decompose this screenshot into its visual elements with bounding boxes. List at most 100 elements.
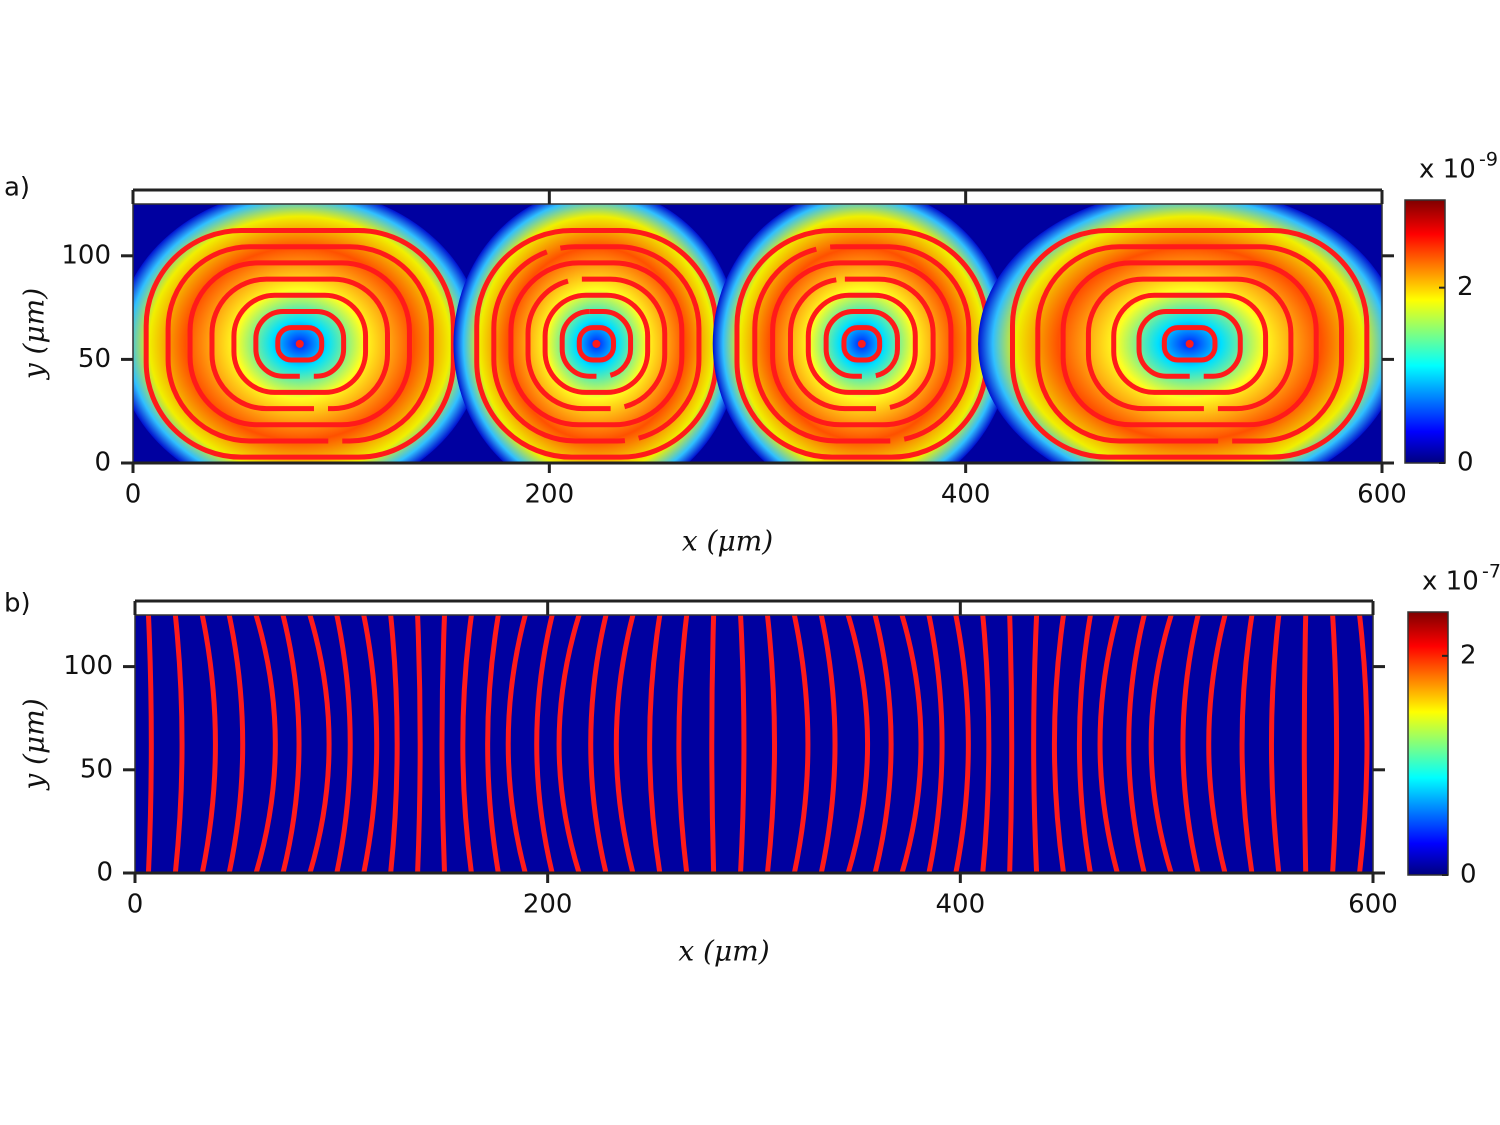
panel-label: b)	[4, 589, 31, 619]
streamline	[485, 615, 501, 873]
streamline	[841, 325, 883, 363]
streamline	[559, 308, 634, 379]
y-tick-label: 100	[61, 240, 111, 270]
y-axis-label: y (μm)	[18, 288, 51, 381]
streamline	[818, 615, 838, 873]
y-tick-label: 50	[78, 344, 111, 374]
x-tick-label: 0	[127, 890, 144, 920]
streamline	[143, 228, 456, 460]
streamline	[275, 325, 325, 363]
streamline	[556, 615, 582, 873]
colorbar-tick-label: 0	[1457, 448, 1474, 478]
streamline	[415, 615, 423, 873]
colorbar-tick-label: 0	[1460, 860, 1477, 890]
vortex-center	[857, 339, 866, 348]
streamline	[525, 276, 668, 412]
streamline	[231, 292, 369, 395]
x-tick-label: 600	[1357, 480, 1407, 510]
streamline	[491, 244, 702, 444]
streamline	[709, 615, 717, 873]
streamline	[953, 615, 971, 873]
streamline	[209, 276, 391, 412]
streamline	[187, 260, 412, 428]
y-tick-label: 50	[80, 754, 113, 784]
streamline	[613, 615, 636, 873]
x-tick-label: 400	[941, 480, 991, 510]
y-tick-label: 0	[96, 858, 113, 888]
streamline	[1051, 615, 1066, 873]
vortex-center	[592, 339, 601, 348]
streamline	[576, 325, 616, 363]
colorbar	[1407, 611, 1449, 876]
streamline	[764, 615, 778, 873]
streamline	[1031, 615, 1040, 873]
streamline	[1206, 615, 1228, 873]
x-tick-label: 600	[1348, 890, 1398, 920]
streamline	[534, 615, 555, 873]
colorbar-tick-label: 2	[1460, 640, 1477, 670]
streamline	[1161, 325, 1218, 363]
streamline	[823, 308, 900, 379]
streamline	[542, 292, 651, 395]
streamline	[307, 615, 332, 873]
vortex-center	[1185, 339, 1194, 348]
streamline	[752, 244, 972, 444]
streamline	[872, 615, 894, 873]
streamline	[1330, 615, 1340, 873]
streamline	[676, 615, 690, 873]
colorbar-label: x 10	[1422, 567, 1479, 597]
x-tick-label: 200	[523, 890, 573, 920]
y-tick-label: 100	[63, 651, 113, 681]
streamline	[1268, 615, 1282, 873]
colorbar-exponent: -7	[1482, 561, 1500, 583]
vortex-center	[295, 339, 304, 348]
streamline	[460, 615, 474, 873]
streamline	[1180, 615, 1201, 873]
y-tick-label: 0	[94, 448, 111, 478]
streamline	[787, 276, 936, 412]
colorbar	[1404, 199, 1446, 464]
streamline	[253, 308, 347, 379]
streamline	[791, 615, 811, 873]
streamline	[199, 615, 218, 873]
streamline	[1111, 292, 1269, 395]
streamline	[1085, 276, 1294, 412]
streamline	[334, 615, 353, 873]
streamline	[388, 615, 400, 873]
streamline	[980, 615, 992, 873]
streamline	[899, 615, 924, 873]
panel-label: a)	[4, 173, 30, 203]
streamline	[647, 615, 663, 873]
streamline	[845, 615, 870, 873]
colorbar-tick-label: 2	[1457, 272, 1474, 302]
streamline	[926, 615, 945, 873]
colorbar-exponent: -9	[1479, 149, 1498, 171]
streamline	[1009, 228, 1370, 460]
x-axis-label: x (μm)	[682, 525, 773, 558]
streamline	[361, 615, 380, 873]
streamline	[738, 615, 747, 873]
streamline	[1126, 615, 1147, 873]
streamline	[280, 615, 302, 873]
field-background	[135, 615, 1373, 873]
streamline	[165, 244, 434, 444]
y-axis-label: y (μm)	[18, 698, 51, 791]
streamline	[1060, 260, 1319, 428]
streamline	[1301, 615, 1309, 873]
x-tick-label: 0	[125, 480, 142, 510]
field	[133, 204, 1382, 463]
streamline	[1357, 615, 1370, 873]
streamline	[505, 615, 528, 873]
x-tick-label: 400	[936, 890, 986, 920]
streamline	[172, 615, 185, 873]
streamline	[226, 615, 246, 873]
streamline	[508, 260, 685, 428]
streamline	[1136, 308, 1243, 379]
colorbar-label: x 10	[1419, 155, 1476, 185]
streamline	[1007, 615, 1015, 873]
streamline	[1239, 615, 1255, 873]
streamline	[253, 615, 278, 873]
streamline	[588, 615, 609, 873]
streamline	[770, 260, 954, 428]
x-tick-label: 200	[525, 480, 575, 510]
